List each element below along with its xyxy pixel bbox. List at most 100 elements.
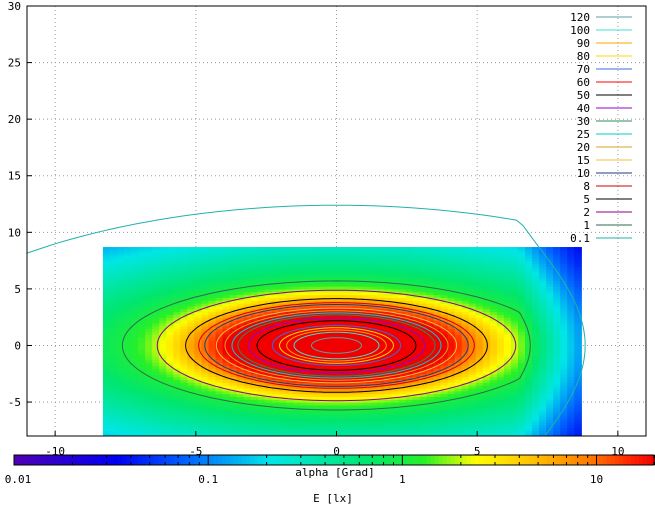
heatmap-cell — [342, 419, 350, 423]
heatmap-cell — [215, 356, 224, 361]
heatmap-cell — [496, 410, 505, 414]
heatmap-cell — [222, 433, 231, 436]
colorbar-segment — [242, 455, 247, 465]
heatmap-cell — [440, 322, 449, 327]
heatmap-cell — [539, 390, 547, 395]
colorbar-segment — [602, 455, 608, 465]
heatmap-cell — [510, 249, 519, 253]
heatmap-cell — [124, 348, 132, 352]
heatmap-cell — [102, 322, 111, 327]
heatmap-cell — [391, 402, 399, 406]
heatmap-cell — [229, 252, 238, 256]
colorbar-segment — [162, 455, 167, 465]
heatmap-cell — [489, 368, 498, 372]
heatmap-cell — [546, 379, 554, 383]
heatmap-cell — [335, 274, 343, 279]
heatmap-cell — [539, 305, 547, 310]
heatmap-cell — [152, 311, 160, 315]
heatmap-field — [102, 247, 582, 436]
heatmap-cell — [229, 393, 238, 397]
heatmap-cell — [503, 419, 512, 423]
heatmap-cell — [426, 359, 435, 364]
heatmap-cell — [342, 247, 350, 250]
heatmap-cell — [433, 274, 442, 279]
heatmap-cell — [503, 342, 512, 347]
colorbar-segment — [246, 455, 251, 465]
heatmap-cell — [412, 362, 421, 366]
heatmap-cell — [278, 410, 287, 414]
heatmap-cell — [187, 379, 196, 383]
heatmap-cell — [426, 328, 435, 332]
heatmap-cell — [215, 305, 224, 310]
heatmap-cell — [384, 385, 392, 389]
heatmap-cell — [574, 300, 582, 304]
heatmap-cell — [222, 294, 231, 298]
colorbar-segment — [38, 455, 43, 465]
heatmap-cell — [426, 345, 435, 349]
heatmap-cell — [454, 339, 463, 344]
heatmap-cell — [454, 322, 463, 327]
heatmap-cell — [391, 424, 399, 429]
heatmap-cell — [285, 286, 294, 290]
heatmap-cell — [180, 376, 188, 381]
heatmap-cell — [257, 252, 266, 256]
heatmap-cell — [145, 430, 153, 434]
heatmap-cell — [201, 314, 210, 318]
heatmap-cell — [250, 328, 259, 332]
heatmap-cell — [496, 294, 505, 298]
heatmap-cell — [363, 419, 371, 423]
heatmap-cell — [447, 280, 456, 284]
heatmap-cell — [454, 277, 463, 282]
heatmap-cell — [412, 407, 421, 412]
colorbar-segment — [106, 455, 111, 465]
heatmap-cell — [525, 311, 533, 315]
heatmap-cell — [574, 427, 582, 431]
heatmap-cell — [525, 339, 533, 344]
colorbar-segment — [186, 455, 191, 465]
heatmap-cell — [335, 379, 343, 383]
heatmap-cell — [426, 410, 435, 414]
heatmap-cell — [159, 294, 167, 298]
heatmap-cell — [236, 314, 245, 318]
heatmap-cell — [553, 348, 561, 352]
heatmap-cell — [243, 413, 252, 417]
heatmap-cell — [117, 269, 125, 273]
heatmap-cell — [391, 413, 399, 417]
heatmap-cell — [250, 379, 259, 383]
heatmap-cell — [102, 370, 111, 375]
heatmap-cell — [447, 342, 456, 347]
heatmap-cell — [166, 254, 174, 259]
heatmap-cell — [117, 317, 125, 321]
heatmap-cell — [426, 416, 435, 420]
heatmap-cell — [426, 266, 435, 270]
heatmap-cell — [546, 314, 554, 318]
heatmap-cell — [412, 353, 421, 358]
heatmap-cell — [454, 320, 463, 324]
heatmap-cell — [201, 416, 210, 420]
heatmap-cell — [145, 416, 153, 420]
heatmap-cell — [412, 271, 421, 276]
heatmap-cell — [426, 325, 435, 330]
heatmap-cell — [468, 247, 477, 250]
colorbar-segment — [134, 455, 139, 465]
heatmap-cell — [124, 370, 132, 375]
heatmap-cell — [510, 269, 519, 273]
heatmap-cell — [187, 269, 196, 273]
heatmap-cell — [257, 359, 266, 364]
heatmap-cell — [496, 260, 505, 265]
colorbar-segment — [150, 455, 155, 465]
heatmap-cell — [412, 269, 421, 273]
heatmap-cell — [433, 311, 442, 315]
heatmap-cell — [138, 291, 146, 296]
colorbar-segment — [166, 455, 171, 465]
heatmap-cell — [194, 353, 203, 358]
colorbar-segment — [630, 455, 636, 465]
heatmap-cell — [145, 260, 153, 265]
heatmap-cell — [342, 373, 350, 378]
heatmap-cell — [405, 416, 414, 420]
heatmap-cell — [517, 328, 526, 332]
heatmap-cell — [152, 269, 160, 273]
heatmap-cell — [363, 294, 371, 298]
heatmap-cell — [574, 297, 582, 301]
heatmap-cell — [517, 421, 526, 426]
